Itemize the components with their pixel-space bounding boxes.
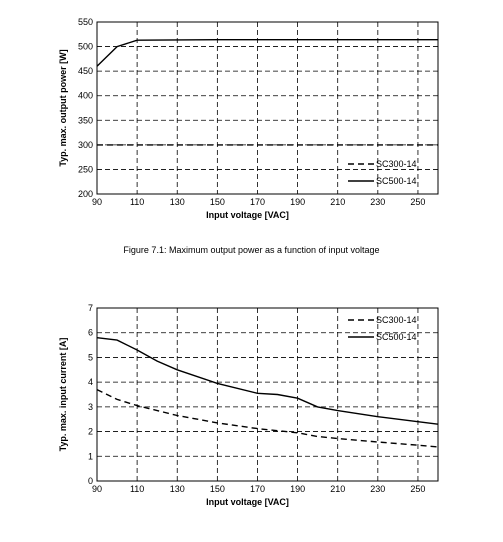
legend-label: SC500-14 bbox=[376, 176, 417, 186]
grid bbox=[97, 307, 438, 481]
y-tick-label: 3 bbox=[88, 402, 93, 412]
legend-label: SC300-14 bbox=[376, 315, 417, 325]
y-tick-label: 4 bbox=[88, 377, 93, 387]
x-tick-label: 170 bbox=[250, 484, 265, 494]
x-tick-label: 210 bbox=[330, 484, 345, 494]
x-tick-label: 250 bbox=[410, 484, 425, 494]
y-tick-label: 200 bbox=[78, 189, 93, 199]
y-tick-label: 1 bbox=[88, 451, 93, 461]
figure-caption: Figure 7.1: Maximum output power as a fu… bbox=[123, 245, 380, 255]
series-line-sc500-14 bbox=[96, 337, 439, 425]
legend-label: SC300-14 bbox=[376, 159, 417, 169]
legend: SC300-14 SC500-14 bbox=[348, 315, 417, 342]
y-tick-label: 550 bbox=[78, 17, 93, 27]
y-tick-label: 2 bbox=[88, 427, 93, 437]
x-tick-label: 230 bbox=[370, 197, 385, 207]
x-tick-label: 230 bbox=[370, 484, 385, 494]
y-tick-label: 7 bbox=[88, 303, 93, 313]
x-tick-label: 150 bbox=[210, 484, 225, 494]
series-line-sc300-14 bbox=[96, 388, 439, 448]
y-tick-label: 500 bbox=[78, 42, 93, 52]
x-tick-label: 250 bbox=[410, 197, 425, 207]
x-tick-label: 210 bbox=[330, 197, 345, 207]
x-tick-label: 190 bbox=[290, 197, 305, 207]
y-tick-label: 5 bbox=[88, 352, 93, 362]
output-power-chart: 200 250 300 350 400 450 500 550 90 110 130 150 170 19… bbox=[58, 17, 439, 220]
input-current-chart: 0 1 2 3 4 5 6 7 90 110 130 150 170 190 210 230 250 Input … bbox=[58, 303, 439, 507]
x-axis-title: Input voltage [VAC] bbox=[206, 497, 289, 507]
y-tick-label: 450 bbox=[78, 66, 93, 76]
y-axis-title: Typ. max. output power [W] bbox=[58, 49, 68, 166]
x-tick-label: 130 bbox=[170, 484, 185, 494]
y-tick-label: 0 bbox=[88, 476, 93, 486]
y-tick-label: 250 bbox=[78, 164, 93, 174]
legend: SC300-14 SC500-14 bbox=[348, 159, 417, 186]
x-tick-label: 90 bbox=[92, 484, 102, 494]
x-axis-title: Input voltage [VAC] bbox=[206, 210, 289, 220]
series-line-sc500-14 bbox=[96, 39, 438, 67]
y-tick-label: 300 bbox=[78, 140, 93, 150]
y-axis-title: Typ. max. input current [A] bbox=[58, 338, 68, 452]
x-tick-label: 130 bbox=[170, 197, 185, 207]
x-tick-label: 90 bbox=[92, 197, 102, 207]
y-tick-label: 350 bbox=[78, 115, 93, 125]
x-tick-label: 170 bbox=[250, 197, 265, 207]
plot-frame bbox=[96, 307, 439, 482]
y-tick-label: 400 bbox=[78, 91, 93, 101]
x-tick-label: 150 bbox=[210, 197, 225, 207]
x-tick-label: 110 bbox=[130, 484, 144, 494]
x-tick-label: 190 bbox=[290, 484, 305, 494]
plot-frame bbox=[96, 21, 439, 195]
legend-label: SC500-14 bbox=[376, 332, 417, 342]
y-tick-label: 6 bbox=[88, 328, 93, 338]
x-tick-label: 110 bbox=[130, 197, 144, 207]
